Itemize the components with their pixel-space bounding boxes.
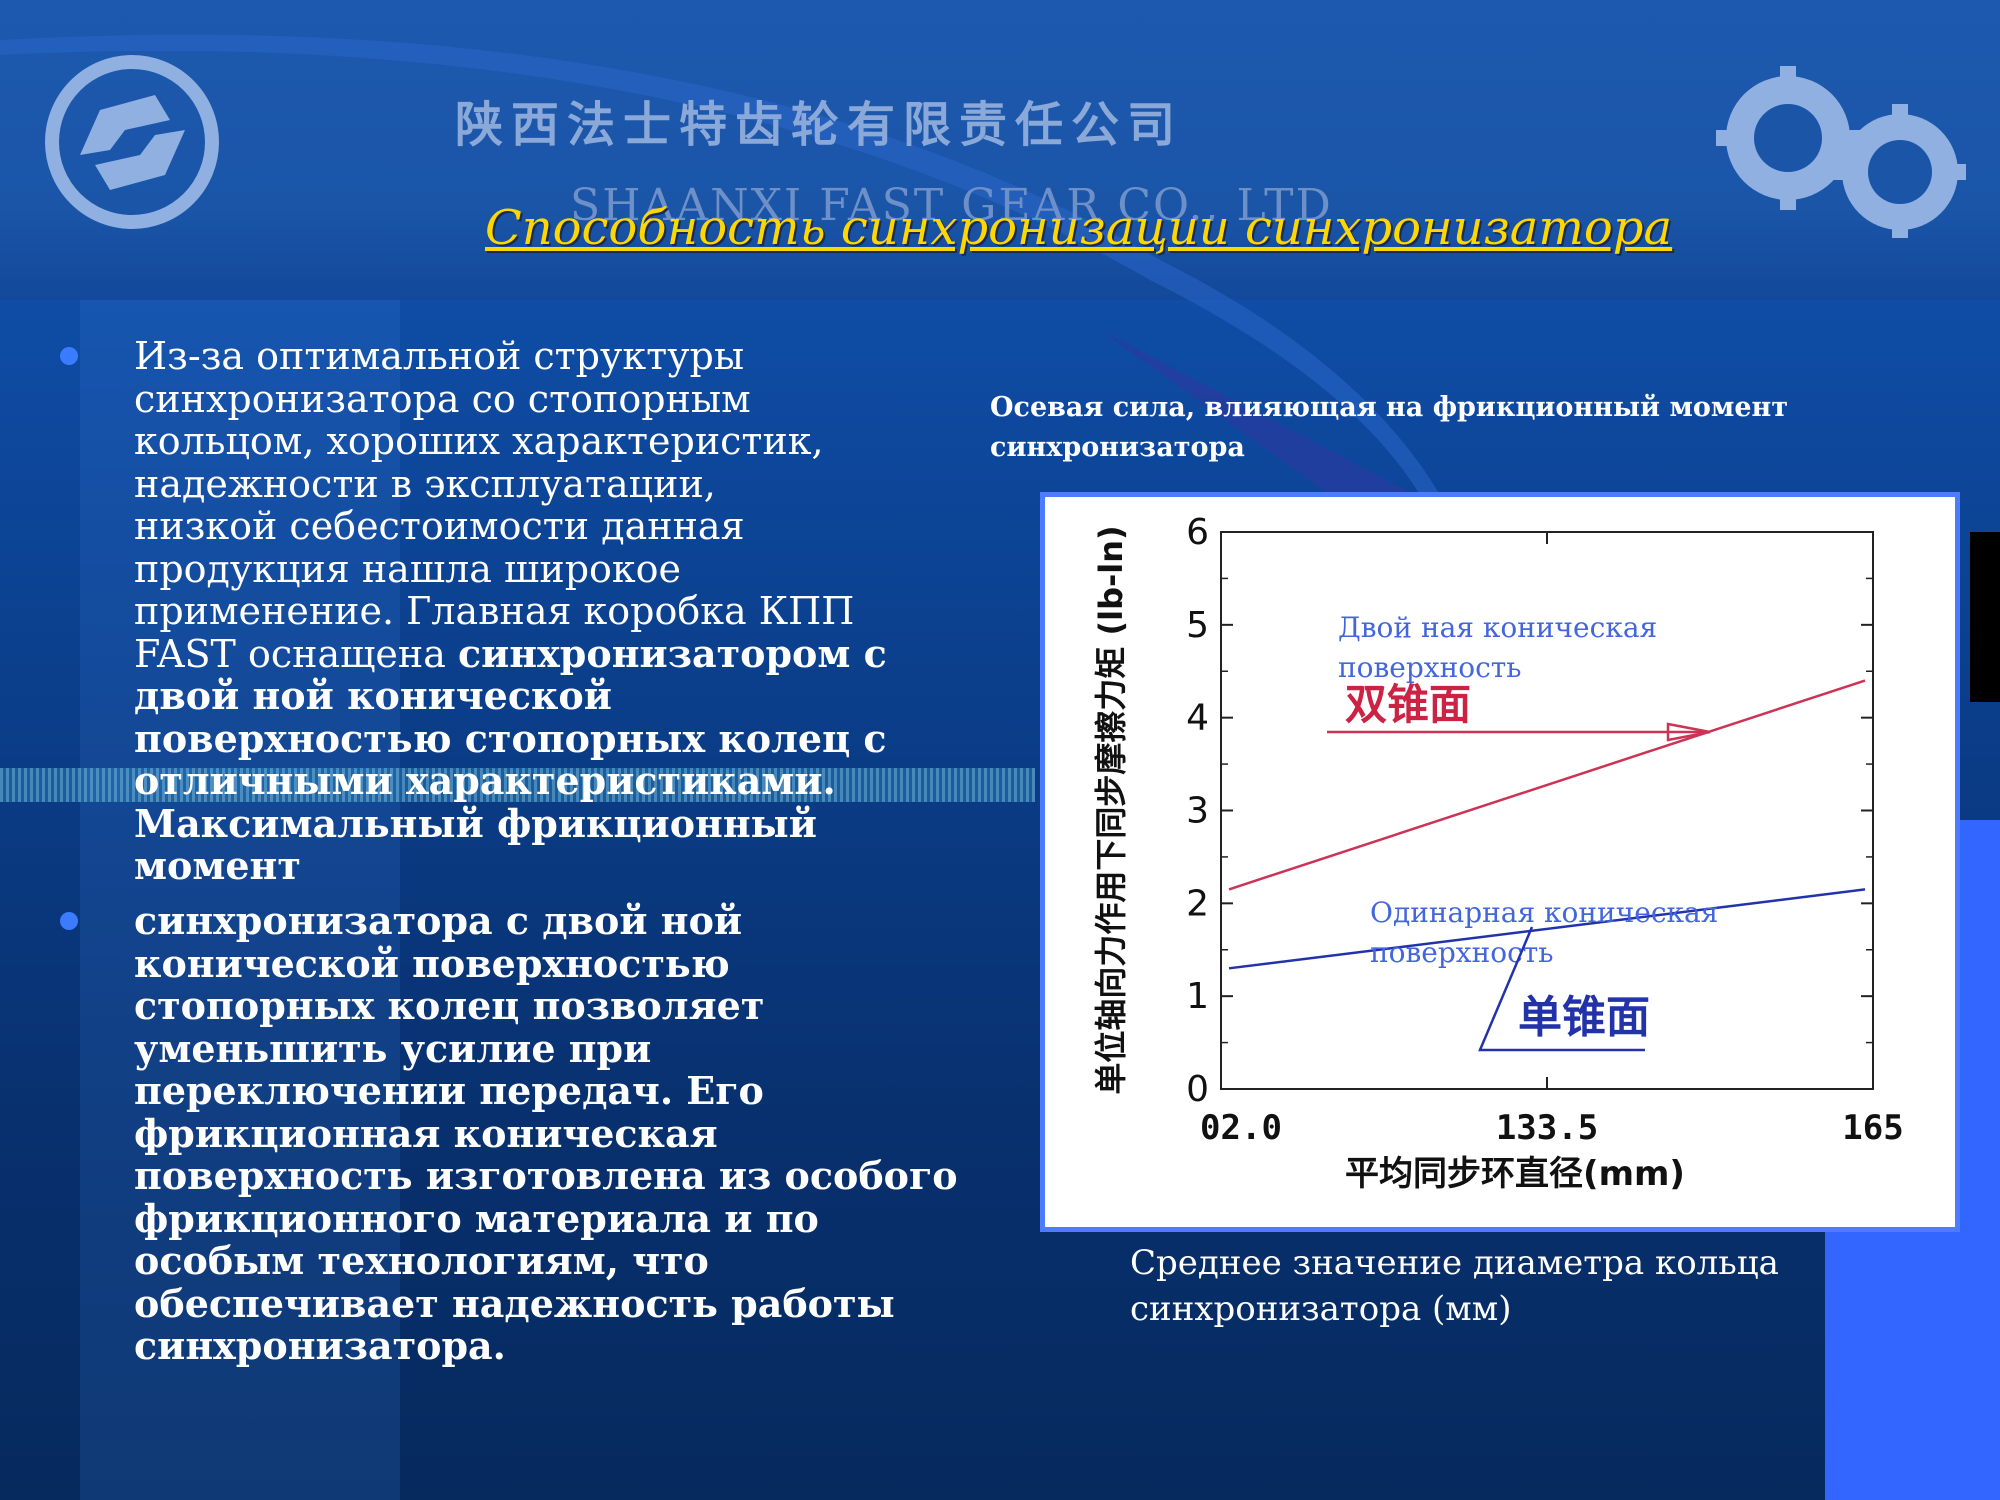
text-line: стопорных колец позволяет [134, 983, 765, 1028]
text-line: Максимальный фрикционный [134, 800, 817, 846]
text-line: момент [134, 843, 301, 888]
annotation-single-cone-2: поверхность [1370, 936, 1554, 969]
text-line: продукция нашла широкое [134, 546, 682, 591]
caption-line: синхронизатора (мм) [1130, 1289, 1512, 1329]
text-line: конической поверхностью [134, 940, 730, 986]
text-line: переключении передач. Его [134, 1068, 764, 1113]
chart-caption-bottom: Среднее значение диаметра кольца синхрон… [1130, 1240, 1880, 1332]
y-tick-label: 5 [1186, 605, 1209, 646]
annotation-double-cone-2: поверхность [1338, 651, 1522, 684]
bullet-1-text: Из-за оптимальной структуры синхронизато… [134, 335, 887, 888]
y-tick-label: 3 [1186, 791, 1209, 832]
text-line: фрикционная коническая [134, 1110, 718, 1156]
chart-caption-top: Осевая сила, влияющая на фрикционный мом… [990, 388, 1890, 468]
y-tick-label: 4 [1186, 698, 1209, 739]
text-line: отличными характеристиками. [134, 758, 836, 803]
y-tick-label: 2 [1186, 883, 1209, 924]
x-tick-label: 02.0 [1200, 1108, 1282, 1148]
single-cone-label: 单锥面 [1518, 992, 1650, 1043]
bullet-2-text: синхронизатора с двой ной конической пов… [134, 898, 958, 1368]
text-line: синхронизатора со стопорным [134, 376, 751, 421]
text-line: Из-за оптимальной структуры [134, 334, 745, 378]
caption-line: Осевая сила, влияющая на фрикционный мом… [990, 392, 1789, 423]
text-line: низкой себестоимости данная [134, 504, 745, 548]
text-line: двой ной конической [134, 673, 612, 718]
x-axis: 02.0 133.5 165 [1200, 532, 1904, 1148]
dotted-strip [0, 768, 1035, 802]
text-line: обеспечивает надежность работы [134, 1280, 895, 1326]
company-name-en: SHAANXI FAST GEAR CO., LTD [570, 180, 1333, 231]
series-line-1 [1228, 679, 1866, 891]
x-axis-label: 平均同步环直径(mm) [1345, 1154, 1685, 1194]
bullet-2: синхронизатора с двой ной конической пов… [60, 898, 962, 1380]
text-line: поверхностью стопорных колец с [134, 715, 887, 761]
double-cone-arrowhead [1666, 722, 1711, 742]
annotation-single-cone-1: Одинарная коническая [1370, 896, 1718, 929]
text-line: синхронизатора с двой ной [134, 898, 743, 943]
text-bold: синхронизатором с [457, 630, 887, 676]
annotation-double-cone-1: Двой ная коническая [1338, 611, 1657, 644]
bullet-dot [60, 912, 78, 930]
bullet-dot [60, 347, 78, 365]
text-line: синхронизатора. [134, 1323, 506, 1368]
bullet-1: Из-за оптимальной структуры синхронизато… [60, 335, 962, 895]
text-line: особым технологиям, что [134, 1238, 709, 1283]
caption-line: синхронизатора [990, 432, 1245, 463]
text-line: уменьшить усилие при [134, 1025, 652, 1071]
text-line: FAST оснащена синхронизатором с [134, 630, 887, 676]
text-line: кольцом, хороших характеристик, [134, 419, 824, 463]
text-line: фрикционного материала и по [134, 1195, 819, 1241]
x-tick-label: 165 [1842, 1108, 1903, 1148]
series-line-2 [1228, 888, 1866, 970]
text-line: поверхность изготовлена из особого [134, 1153, 958, 1198]
double-cone-label: 双锥面 [1345, 680, 1471, 729]
y-tick-label: 0 [1186, 1069, 1209, 1110]
chart-frame: 0 1 2 3 4 5 6 02.0 133.5 165 单位轴向力作用下同步摩擦力矩 (lb-… [1040, 492, 1960, 1232]
chart: 0 1 2 3 4 5 6 02.0 133.5 165 单位轴向力作用下同步摩擦力矩 (lb-… [1092, 512, 1904, 1194]
text-line: применение. Главная коробка КПП [134, 589, 855, 633]
y-tick-label: 1 [1186, 976, 1209, 1017]
side-bar [80, 300, 400, 1500]
company-name-cn: 陕西法士特齿轮有限责任公司 [455, 97, 1184, 153]
y-axis: 0 1 2 3 4 5 6 [1186, 512, 1873, 1110]
text-plain: FAST оснащена [134, 631, 458, 676]
gears-icon [1716, 66, 1966, 238]
decorative-wedge [1970, 532, 2000, 702]
y-tick-label: 6 [1186, 512, 1209, 553]
y-axis-label: 单位轴向力作用下同步摩擦力矩 (lb-ln) [1092, 525, 1130, 1094]
text-line: надежности в эксплуатации, [134, 461, 716, 506]
caption-line: Среднее значение диаметра кольца [1130, 1243, 1779, 1283]
slide-title: Способность синхронизации синхронизатора [485, 200, 1673, 256]
x-tick-label: 133.5 [1496, 1108, 1598, 1148]
company-logo [45, 55, 219, 229]
series-group [1228, 679, 1866, 970]
single-cone-pointer [1478, 926, 1645, 1052]
